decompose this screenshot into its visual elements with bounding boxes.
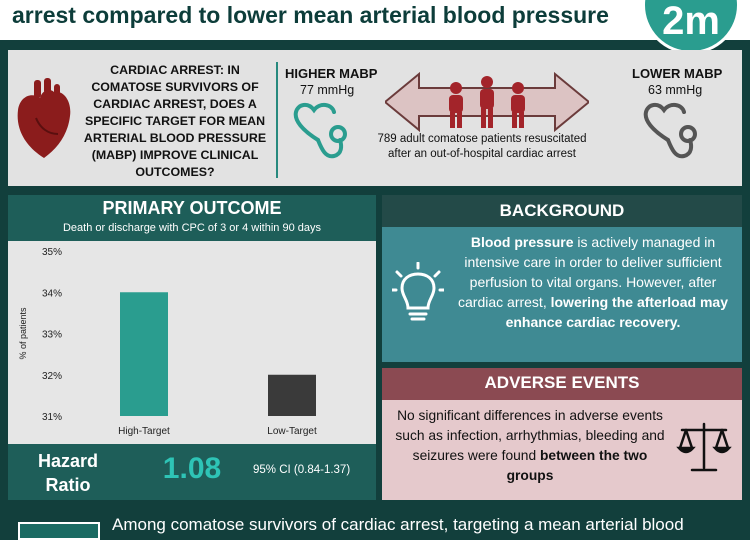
hazard-ratio-value: 1.08 [162, 452, 222, 485]
adverse-events-title: ADVERSE EVENTS [484, 373, 640, 392]
title-band [0, 0, 750, 40]
lower-mabp-label: LOWER MABP [632, 66, 723, 81]
bar [268, 374, 316, 416]
higher-mabp-label: HIGHER MABP [285, 66, 378, 81]
background-text-1: is actively managed in intensive care in… [458, 234, 722, 310]
logo: 2m [642, 0, 740, 54]
bar-chart: 31% 32% 33% 34% 35% % of patients High-Target L… [18, 247, 317, 437]
y-tick-label: 31% [42, 412, 62, 423]
lower-mabp-value: 63 mmHg [648, 83, 703, 97]
adverse-events-text-1: No significant differences in adverse ev… [395, 408, 665, 463]
y-axis-label: % of patients [18, 307, 28, 360]
hazard-ratio-label: Hazard Ratio [37, 451, 99, 495]
population-description: 789 adult comatose patients resuscitated… [377, 133, 587, 160]
background-title: BACKGROUND [499, 201, 625, 220]
background-bold-2: lowering the afterload may enhance cardi… [505, 294, 728, 330]
research-question: CARDIAC ARREST: IN COMATOSE SURVIVORS OF… [83, 63, 267, 179]
background-body [382, 227, 742, 362]
background-header [382, 195, 742, 227]
primary-outcome-title: PRIMARY OUTCOME [102, 198, 282, 218]
stethoscope-icon [643, 103, 697, 159]
hazard-ratio-ci: 95% CI (0.84-1.37) [253, 464, 351, 476]
conclusion-text: Among comatose survivors of cardiac arre… [112, 515, 684, 534]
conclusion-icon-box [18, 522, 100, 540]
divider [276, 62, 278, 178]
people-icon [449, 76, 525, 128]
higher-mabp-value: 77 mmHg [300, 83, 355, 97]
primary-outcome-chart: 31% 32% 33% 34% 35% % of patients High-Target L… [8, 241, 376, 444]
x-tick-label: Low-Target [267, 426, 317, 437]
background-bold-1: Blood pressure [470, 234, 574, 250]
y-tick-label: 32% [42, 371, 62, 382]
primary-outcome-subtitle: Death or discharge with CPC of 3 or 4 wi… [62, 222, 322, 234]
page-title: arrest compared to lower mean arterial b… [12, 2, 609, 28]
x-tick-label: High-Target [118, 426, 170, 437]
adverse-events-bold: between the two groups [506, 448, 648, 483]
y-tick-label: 35% [42, 247, 62, 258]
adverse-events-text: No significant differences in adverse ev… [394, 406, 666, 486]
scale-icon [676, 422, 732, 472]
logo-text: 2m [662, 0, 720, 43]
background-text: Blood pressure is actively managed in in… [452, 232, 734, 332]
study-panel [8, 50, 742, 186]
stethoscope-icon [293, 103, 347, 159]
heart-icon [17, 78, 71, 158]
y-tick-label: 33% [42, 330, 62, 341]
primary-outcome-header [8, 195, 376, 241]
bar [120, 292, 168, 416]
lightbulb-icon [392, 262, 444, 321]
adverse-events-header [382, 368, 742, 400]
hazard-ratio-box [8, 444, 376, 500]
y-tick-label: 34% [42, 288, 62, 299]
